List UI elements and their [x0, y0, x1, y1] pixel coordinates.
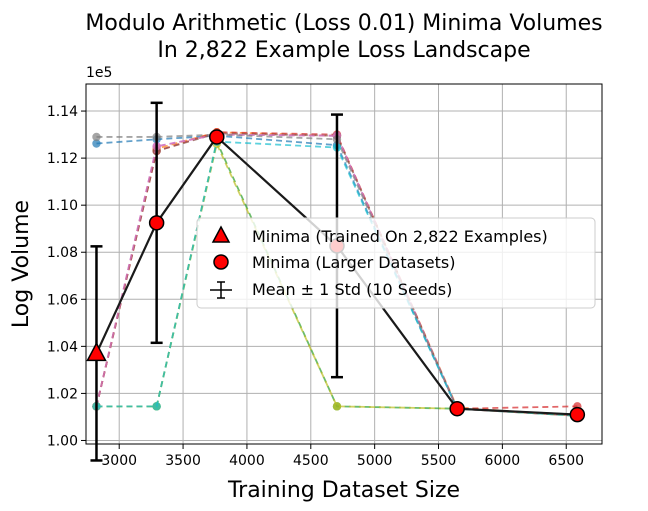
legend-errorbar-marker [210, 281, 232, 299]
plot-frame [85, 83, 603, 445]
y-tick-label: 1.02 [47, 386, 78, 402]
y-tick-label: 1.00 [47, 433, 78, 449]
x-axis-ticks: 3000 3500 4000 4500 5000 5500 6000 6500 [101, 444, 584, 469]
y-tick-label: 1.10 [47, 198, 78, 214]
chart-title-line1: Modulo Arithmetic (Loss 0.01) Minima Vol… [85, 11, 602, 36]
x-tick-label: 6500 [548, 453, 584, 469]
seed-point-seed-1 [92, 139, 101, 148]
y-offset-label: 1e5 [86, 65, 112, 81]
legend-label-circle: Minima (Larger Datasets) [252, 253, 455, 272]
mean-marker-larger [449, 400, 465, 417]
x-tick-label: 6000 [485, 453, 521, 469]
legend-circle-marker [213, 254, 229, 270]
x-tick-label: 4000 [229, 453, 265, 469]
mean-line [95, 135, 578, 416]
y-tick-label: 1.04 [47, 339, 78, 355]
legend-box [196, 217, 596, 309]
y-axis-label: Log Volume [9, 200, 34, 328]
mean-marker-larger [569, 406, 586, 423]
legend: Minima (Trained On 2,822 Examples) Minim… [196, 217, 596, 309]
seed-point-seed-10 [152, 402, 161, 411]
seed-line-seed-10 [96, 140, 578, 417]
x-tick-label: 3500 [165, 453, 201, 469]
x-tick-label: 5000 [357, 453, 393, 469]
seed-point-seed-9 [332, 402, 342, 411]
x-tick-label: 4500 [293, 453, 329, 469]
legend-label-triangle: Minima (Trained On 2,822 Examples) [252, 227, 548, 246]
mean-marker-larger [148, 215, 165, 231]
y-tick-label: 1.06 [47, 292, 78, 308]
x-axis-label: Training Dataset Size [227, 478, 460, 503]
seed-line-seed-4 [95, 131, 578, 410]
legend-triangle-marker [211, 225, 231, 243]
mean-marker-trained [86, 341, 107, 362]
seed-line-seed-7 [95, 133, 578, 417]
x-tick-label: 5500 [421, 453, 457, 469]
y-tick-label: 1.08 [47, 245, 78, 261]
y-axis-ticks: 1.00 1.02 1.04 1.06 1.08 1.10 1.12 1.14 [47, 104, 86, 449]
y-tick-label: 1.14 [47, 104, 78, 120]
legend-label-errorbar: Mean ± 1 Std (10 Seeds) [252, 280, 452, 299]
seed-point-seed-8 [92, 132, 101, 142]
x-tick-label: 3000 [101, 453, 137, 469]
chart-title-line2: In 2,822 Example Loss Landscape [157, 38, 530, 63]
mean-marker-larger [209, 129, 225, 145]
y-tick-label: 1.12 [47, 151, 78, 167]
